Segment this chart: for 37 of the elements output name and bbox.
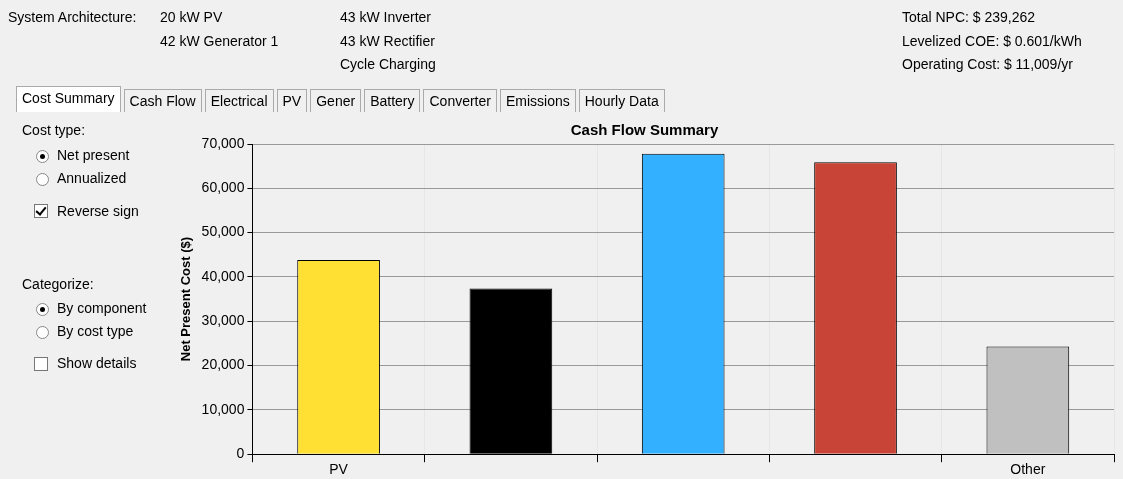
text: Cash Flow bbox=[123, 89, 202, 112]
text: Categorize: bbox=[22, 276, 94, 292]
text: Total NPC: $ 239,262 bbox=[902, 9, 1036, 25]
y-tick-label: 60,000 bbox=[201, 179, 245, 196]
text: Hourly Data bbox=[578, 89, 665, 112]
y-tick-label: 30,000 bbox=[201, 312, 245, 329]
text: Annualized bbox=[57, 170, 127, 186]
text: Net present bbox=[57, 147, 130, 163]
text: System Architecture: bbox=[8, 9, 137, 25]
text: Levelized COE: $ 0.601/kWh bbox=[902, 33, 1082, 49]
text: Emissions bbox=[499, 89, 576, 112]
text: 43 kW Inverter bbox=[340, 9, 432, 25]
y-tick-label: 70,000 bbox=[201, 134, 245, 151]
x-tick-label: Other bbox=[1010, 461, 1046, 478]
text: Cost type: bbox=[22, 122, 86, 138]
text: 42 kW Generator 1 bbox=[160, 33, 279, 49]
text: By component bbox=[57, 300, 147, 316]
y-tick-label: 10,000 bbox=[201, 400, 245, 417]
text: Operating Cost: $ 11,009/yr bbox=[902, 56, 1073, 72]
text: By cost type bbox=[57, 323, 134, 339]
text: Cost Summary bbox=[16, 86, 121, 112]
text: Electrical bbox=[204, 89, 274, 112]
chart-title: Cash Flow Summary bbox=[570, 121, 719, 139]
text: Gener bbox=[310, 89, 362, 112]
y-tick-label: 20,000 bbox=[201, 356, 245, 373]
text: 43 kW Rectifier bbox=[340, 33, 435, 49]
y-axis-title: Net Present Cost ($) bbox=[178, 236, 194, 362]
text: Cycle Charging bbox=[340, 56, 436, 72]
y-tick-label: 40,000 bbox=[201, 267, 245, 284]
text: Reverse sign bbox=[57, 203, 139, 219]
y-tick-label: 0 bbox=[236, 445, 245, 462]
text: PV bbox=[276, 89, 308, 112]
text: Converter bbox=[423, 89, 497, 112]
y-tick-label: 50,000 bbox=[201, 223, 245, 240]
text: 20 kW PV bbox=[160, 9, 223, 25]
text: Show details bbox=[57, 355, 137, 371]
text: Battery bbox=[364, 89, 421, 112]
